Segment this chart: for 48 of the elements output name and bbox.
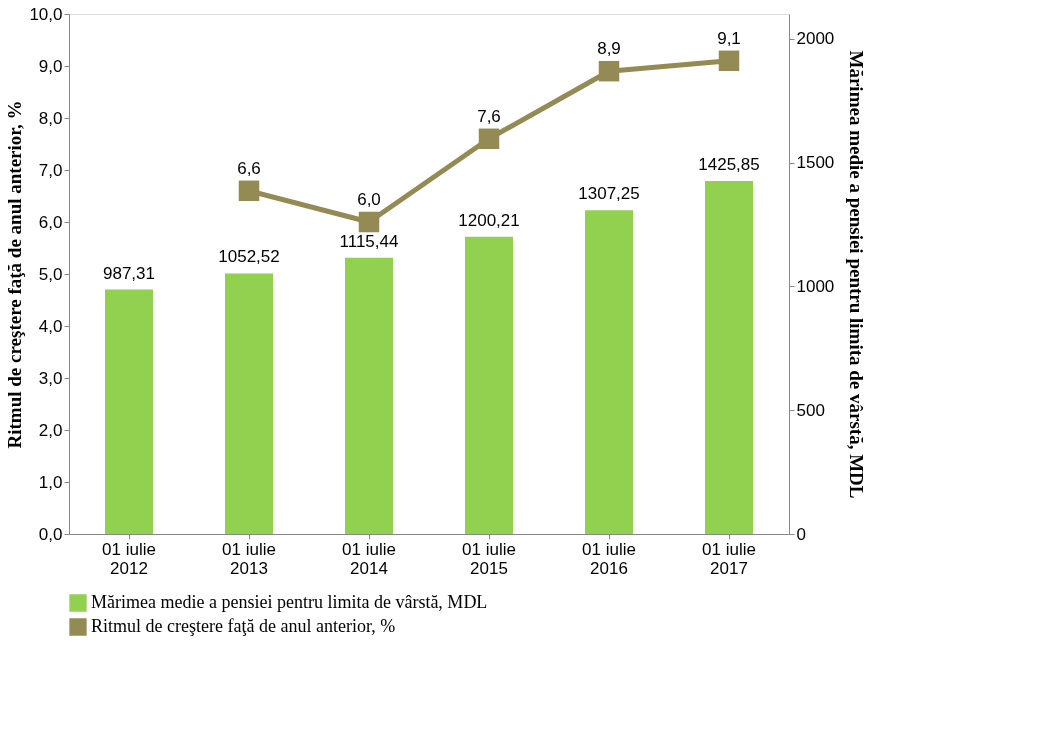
y-tick-label: 7,0 — [38, 160, 63, 180]
y2-tick-label: 2000 — [796, 29, 835, 49]
data-label: 1115,44 — [339, 231, 399, 251]
data-label: 9,1 — [717, 28, 741, 48]
bar — [585, 210, 633, 534]
data-label: 1052,52 — [218, 247, 280, 267]
y-tick-label: 1,0 — [38, 472, 63, 492]
x-tick-label: 01 iulie 2016 — [582, 539, 636, 578]
x-tick-label: 01 iulie 2013 — [222, 539, 276, 578]
data-label: 6,6 — [237, 158, 261, 178]
data-label: 1307,25 — [578, 184, 640, 204]
bar — [705, 180, 753, 534]
x-tick-label: 01 iulie 2012 — [102, 539, 156, 578]
bar — [225, 273, 273, 534]
y2-tick-label: 0 — [796, 524, 806, 544]
point — [478, 128, 500, 150]
y2-tick-label: 1000 — [796, 276, 835, 296]
y-tick-label: 5,0 — [38, 264, 63, 284]
data-label: 1425,85 — [698, 154, 760, 174]
y-tick-label: 6,0 — [38, 212, 63, 232]
bar — [465, 236, 513, 534]
point — [358, 211, 380, 233]
data-label: 6,0 — [357, 190, 381, 209]
legend-label: Ritmul de creştere faţă de anul anterior, % — [91, 616, 396, 636]
y-tick-label: 8,0 — [38, 108, 63, 128]
y-tick-label: 2,0 — [38, 420, 63, 440]
data-label: 8,9 — [597, 39, 621, 59]
point — [598, 60, 620, 82]
x-tick-label: 01 iulie 2015 — [462, 539, 516, 578]
point — [718, 50, 740, 72]
point — [238, 180, 260, 202]
y-tick-label: 3,0 — [38, 368, 63, 388]
y2-tick-label: 500 — [796, 400, 825, 420]
x-tick-label: 01 iulie 2017 — [702, 539, 756, 578]
y2-tick-label: 1500 — [796, 153, 835, 173]
y-tick-label: 9,0 — [38, 56, 63, 76]
bar — [105, 289, 153, 534]
bar — [345, 257, 393, 534]
y-tick-label: 0,0 — [38, 524, 63, 544]
legend-label: Mărimea medie a pensiei pentru limita de vârstă, MDL — [91, 592, 488, 612]
y-tick-label: 4,0 — [38, 316, 63, 336]
y-axis-title: Ritmul de creştere faţă de anul anterior, % — [4, 100, 26, 449]
x-tick-label: 01 iulie 2014 — [342, 539, 396, 578]
data-label: 987,31 — [103, 263, 155, 283]
y-tick-label: 10,0 — [29, 4, 63, 24]
data-label: 1200,21 — [458, 210, 520, 230]
y2-axis-title: Mărimea medie a pensiei pentru limita de vârstă, MDL — [846, 50, 868, 499]
data-label: 7,6 — [477, 106, 501, 126]
